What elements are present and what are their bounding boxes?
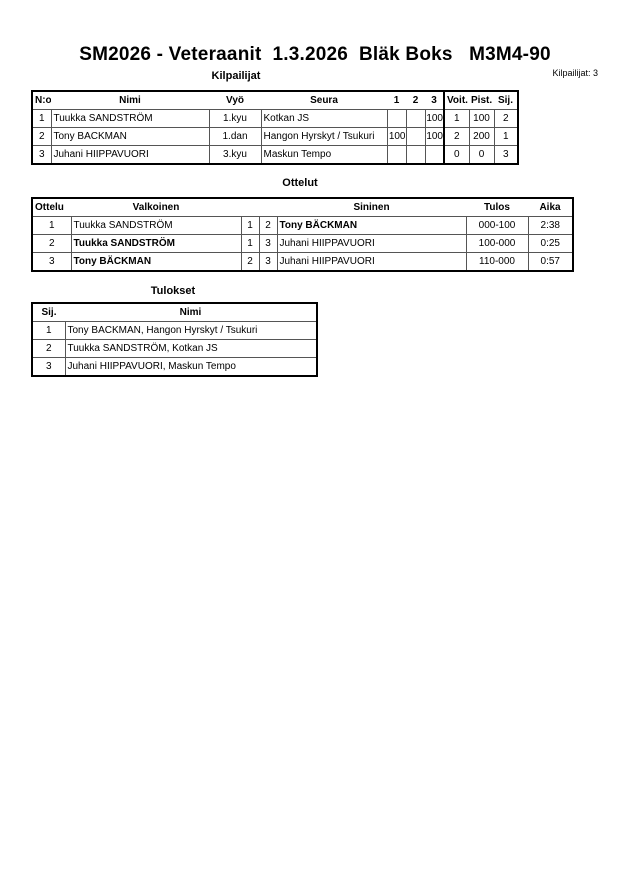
- competitor-cell: 200: [468, 127, 495, 146]
- result-row: 3 Juhani HIIPPAVUORI, Maskun Tempo: [31, 357, 318, 377]
- competitor-cell: 3.kyu: [208, 145, 262, 165]
- match-cell: 1: [31, 216, 72, 235]
- match-cell: 0:57: [527, 252, 574, 272]
- matches-heading: Ottelut: [282, 177, 318, 189]
- match-cell: 1: [240, 234, 260, 253]
- competitor-cell: 2: [31, 127, 52, 146]
- match-row: 3 Tony BÄCKMAN 2 3 Juhani HIIPPAVUORI 110-000…: [31, 252, 574, 272]
- match-cell: Juhani HIIPPAVUORI: [276, 234, 467, 253]
- column-header: Ottelu: [32, 198, 71, 217]
- column-header: Vyö: [209, 91, 261, 110]
- competitor-cell: Juhani HIIPPAVUORI: [50, 145, 210, 165]
- column-header: Valkoinen: [71, 198, 241, 217]
- competitor-cell: 100: [424, 127, 445, 146]
- match-cell: 110-000: [465, 252, 529, 272]
- result-cell: 2: [31, 339, 66, 358]
- match-cell: 3: [258, 252, 278, 272]
- match-cell: 000-100: [465, 216, 529, 235]
- competitors-table: N:o Nimi Vyö Seura 1 2 3 Voit. Pist. Sij. 1 Tuukka…: [31, 90, 519, 165]
- match-cell: Tuukka SANDSTRÖM: [70, 234, 242, 253]
- competitor-cell: 1: [31, 109, 52, 128]
- match-cell: 100-000: [465, 234, 529, 253]
- match-cell: Tony BÄCKMAN: [70, 252, 242, 272]
- competitor-cell: Tony BACKMAN: [50, 127, 210, 146]
- match-row: 2 Tuukka SANDSTRÖM 1 3 Juhani HIIPPAVUORI 100…: [31, 234, 574, 253]
- competitors-count: Kilpailijat: 3: [552, 68, 598, 78]
- match-cell: 0:25: [527, 234, 574, 253]
- column-header: 1: [387, 91, 406, 110]
- result-cell: 1: [31, 321, 66, 340]
- match-cell: 2: [31, 234, 72, 253]
- competitor-cell: Maskun Tempo: [260, 145, 388, 165]
- column-header: 3: [425, 91, 444, 110]
- match-cell: Tony BÄCKMAN: [276, 216, 467, 235]
- match-cell: Tuukka SANDSTRÖM: [70, 216, 242, 235]
- competitor-cell: 100: [386, 127, 407, 146]
- competitor-cell: [405, 109, 426, 128]
- competitor-cell: 3: [493, 145, 519, 165]
- results-table: Sij. Nimi 1 Tony BACKMAN, Hangon Hyrskyt /…: [31, 302, 318, 377]
- competitor-cell: 1: [443, 109, 470, 128]
- result-row: 2 Tuukka SANDSTRÖM, Kotkan JS: [31, 339, 318, 358]
- match-row: 1 Tuukka SANDSTRÖM 1 2 Tony BÄCKMAN 000-100 2:…: [31, 216, 574, 235]
- competitor-row: 2 Tony BACKMAN 1.dan Hangon Hyrskyt / Tsuku…: [31, 127, 519, 146]
- column-header: Aika: [528, 198, 573, 217]
- match-cell: 3: [31, 252, 72, 272]
- match-cell: 2: [258, 216, 278, 235]
- match-cell: 1: [240, 216, 260, 235]
- column-header: Seura: [261, 91, 387, 110]
- column-header: 2: [406, 91, 425, 110]
- result-cell: 3: [31, 357, 66, 377]
- matches-table: Ottelu Valkoinen Sininen Tulos Aika 1 Tuukka …: [31, 197, 574, 272]
- competitor-row: 1 Tuukka SANDSTRÖM 1.kyu Kotkan JS 100 1 100 2: [31, 109, 519, 128]
- competitor-row: 3 Juhani HIIPPAVUORI 3.kyu Maskun Tempo 0 0 3: [31, 145, 519, 165]
- column-header: [241, 198, 259, 217]
- column-header: Nimi: [65, 303, 317, 322]
- result-cell: Juhani HIIPPAVUORI, Maskun Tempo: [64, 357, 318, 377]
- competitor-cell: 1.dan: [208, 127, 262, 146]
- column-header: Sij.: [32, 303, 65, 322]
- competitor-cell: 0: [468, 145, 495, 165]
- column-header: Nimi: [51, 91, 209, 110]
- competitor-cell: [405, 127, 426, 146]
- match-cell: 2:38: [527, 216, 574, 235]
- competitors-heading: Kilpailijat: [211, 70, 261, 82]
- competitor-cell: 100: [468, 109, 495, 128]
- competitor-cell: Hangon Hyrskyt / Tsukuri: [260, 127, 388, 146]
- competitor-cell: Tuukka SANDSTRÖM: [50, 109, 210, 128]
- competitor-cell: [386, 109, 407, 128]
- match-cell: 2: [240, 252, 260, 272]
- competitor-cell: 100: [424, 109, 445, 128]
- competitor-cell: Kotkan JS: [260, 109, 388, 128]
- competitor-cell: 3: [31, 145, 52, 165]
- column-header: Pist.: [469, 91, 494, 110]
- competitor-cell: 1.kyu: [208, 109, 262, 128]
- column-header: Voit.: [443, 91, 469, 110]
- competitor-cell: [405, 145, 426, 165]
- competitor-cell: [386, 145, 407, 165]
- match-cell: Juhani HIIPPAVUORI: [276, 252, 467, 272]
- competitor-cell: [424, 145, 445, 165]
- competitor-cell: 0: [443, 145, 470, 165]
- competitor-cell: 1: [493, 127, 519, 146]
- column-header: Sij.: [494, 91, 518, 110]
- result-cell: Tuukka SANDSTRÖM, Kotkan JS: [64, 339, 318, 358]
- column-header: [259, 198, 277, 217]
- competitor-cell: 2: [493, 109, 519, 128]
- result-cell: Tony BACKMAN, Hangon Hyrskyt / Tsukuri: [64, 321, 318, 340]
- column-header: N:o: [32, 91, 51, 110]
- column-header: Tulos: [466, 198, 528, 217]
- match-cell: 3: [258, 234, 278, 253]
- column-header: Sininen: [277, 198, 466, 217]
- result-row: 1 Tony BACKMAN, Hangon Hyrskyt / Tsukuri: [31, 321, 318, 340]
- competitor-cell: 2: [443, 127, 470, 146]
- page-title: SM2026 - Veteraanit 1.3.2026 Bläk Boks M…: [79, 44, 551, 65]
- results-heading: Tulokset: [150, 285, 196, 297]
